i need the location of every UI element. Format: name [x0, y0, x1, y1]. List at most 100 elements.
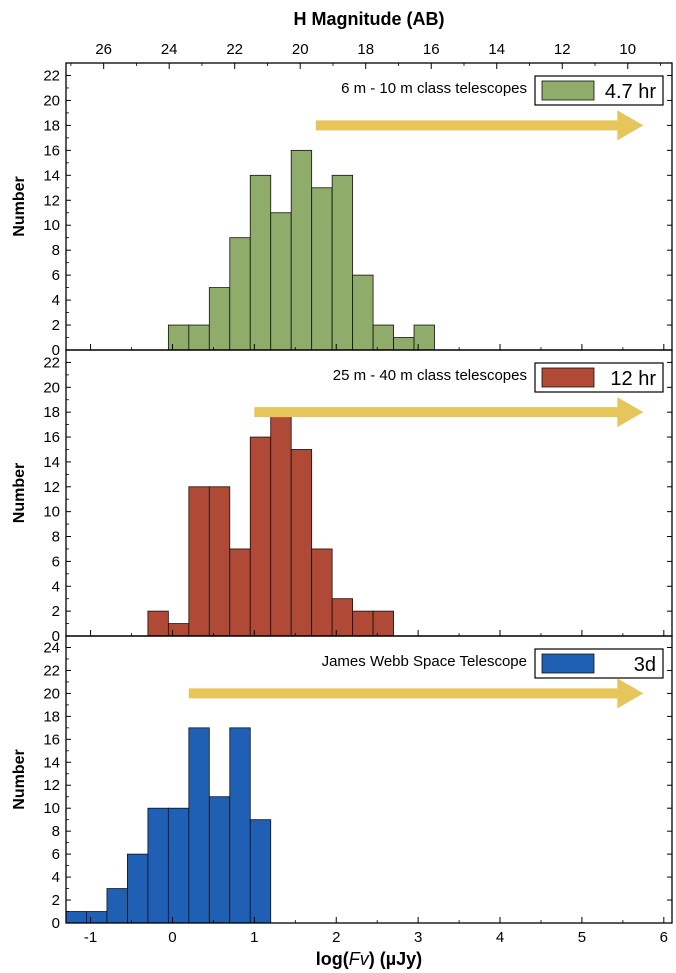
y-tick-label: 0: [52, 342, 60, 359]
histogram-bar: [372, 610, 394, 637]
histogram-bar: [188, 324, 210, 351]
histogram-bar: [311, 548, 333, 637]
y-tick-label: 2: [52, 892, 60, 909]
y-tick-label: 20: [43, 685, 60, 702]
legend-swatch: [541, 367, 595, 388]
histogram-bar: [249, 174, 272, 351]
y-tick-label: 18: [43, 404, 60, 421]
legend-swatch: [541, 80, 595, 101]
y-tick-label: 20: [43, 379, 60, 396]
y-tick-label: 14: [43, 167, 60, 184]
y-tick-label: 18: [43, 117, 60, 134]
top-magnitude-axis: 26 24 22 20 18 16 14 12 10: [70, 41, 661, 69]
histogram-bar: [86, 911, 108, 924]
panel-label: James Webb Space Telescope: [322, 653, 527, 670]
panel-middle: 0 2 4 6 8 10 12 14 16 18 20 22 Number 25 m - 40 m cla…: [11, 349, 673, 645]
histogram-bar: [413, 324, 435, 351]
x-axis-title-variable: Fv: [349, 949, 370, 969]
y-tick-label: 4: [52, 578, 60, 595]
histogram-bar: [208, 287, 231, 351]
histogram-bar: [65, 911, 87, 924]
histogram-bar: [188, 486, 210, 637]
x-axis-title-prefix: log(: [316, 949, 349, 969]
legend-label: 3d: [634, 654, 656, 676]
histogram-bar: [229, 548, 251, 637]
legend-swatch: [541, 653, 595, 674]
sensitivity-arrow: [254, 397, 644, 428]
histogram-bar: [167, 807, 190, 924]
legend-label: 12 hr: [610, 368, 656, 390]
histogram-bar: [311, 187, 333, 351]
y-tick-label: 8: [52, 529, 60, 546]
top-tick-label: 10: [619, 41, 636, 58]
x-tick-label: 6: [660, 929, 668, 946]
x-tick-label: 0: [168, 929, 176, 946]
y-tick-label: 22: [43, 354, 60, 371]
panel-frame: [65, 635, 673, 924]
histogram-bar: [147, 807, 169, 924]
y-axis-title: Number: [11, 749, 28, 809]
histogram-bar: [249, 436, 272, 637]
histogram-bar: [331, 598, 354, 637]
legend-label: 4.7 hr: [605, 81, 656, 103]
y-tick-label: 12: [43, 192, 60, 209]
bottom-flux-axis: -1 0 1 2 3 4 5 6: [84, 929, 668, 946]
histogram-bar: [290, 449, 313, 637]
histogram-bar: [106, 888, 128, 924]
top-tick-label: 18: [357, 41, 374, 58]
x-tick-label: 1: [250, 929, 258, 946]
y-tick-label: 6: [52, 846, 60, 863]
y-tick-label: 16: [43, 731, 60, 748]
y-tick-label: 14: [43, 454, 60, 471]
histogram-bar: [270, 411, 292, 637]
x-tick-label: 5: [578, 929, 586, 946]
panel-label: 25 m - 40 m class telescopes: [333, 367, 527, 384]
histogram-bar: [290, 149, 313, 351]
y-tick-label: 12: [43, 479, 60, 496]
histogram-bar: [393, 337, 415, 351]
panel-top: 0 2 4 6 8 10 12 14 16 18 20 22 Number 6 m - 10 m clas…: [11, 62, 673, 359]
x-tick-label: 3: [414, 929, 422, 946]
sensitivity-arrow: [188, 678, 644, 709]
y-tick-label: 10: [43, 504, 60, 521]
y-tick-label: 8: [52, 823, 60, 840]
y-tick-label: 6: [52, 267, 60, 284]
histogram-bar: [352, 610, 374, 637]
y-tick-label: 8: [52, 242, 60, 259]
histogram-bar: [331, 174, 354, 351]
y-tick-label: 10: [43, 800, 60, 817]
histogram-bar: [352, 274, 374, 351]
x-tick-label: -1: [84, 929, 97, 946]
top-tick-label: 12: [554, 41, 571, 58]
histogram-bar: [127, 853, 149, 924]
y-tick-label: 10: [43, 217, 60, 234]
y-tick-label: 6: [52, 553, 60, 570]
y-tick-label: 2: [52, 603, 60, 620]
top-axis-title: H Magnitude (AB): [294, 9, 445, 29]
histogram-bar: [147, 610, 169, 637]
y-tick-label: 16: [43, 429, 60, 446]
panel-frame: [65, 349, 673, 637]
histogram-bar: [229, 237, 251, 351]
y-axis-title: Number: [11, 463, 28, 523]
histogram-bar: [208, 796, 231, 924]
histogram-bar: [167, 623, 190, 637]
top-tick-label: 24: [161, 41, 178, 58]
histogram-bar: [208, 486, 231, 637]
y-tick-label: 14: [43, 754, 60, 771]
y-tick-label: 18: [43, 708, 60, 725]
panel-label: 6 m - 10 m class telescopes: [341, 80, 527, 97]
y-tick-label: 2: [52, 317, 60, 334]
y-tick-label: 4: [52, 869, 60, 886]
y-tick-label: 12: [43, 777, 60, 794]
histogram-bar: [372, 324, 394, 351]
histogram-bar: [229, 727, 251, 924]
top-tick-label: 20: [292, 41, 309, 58]
y-tick-label: 24: [43, 639, 60, 656]
histogram-bar: [167, 324, 190, 351]
y-tick-label: 4: [52, 292, 60, 309]
top-tick-label: 26: [95, 41, 112, 58]
